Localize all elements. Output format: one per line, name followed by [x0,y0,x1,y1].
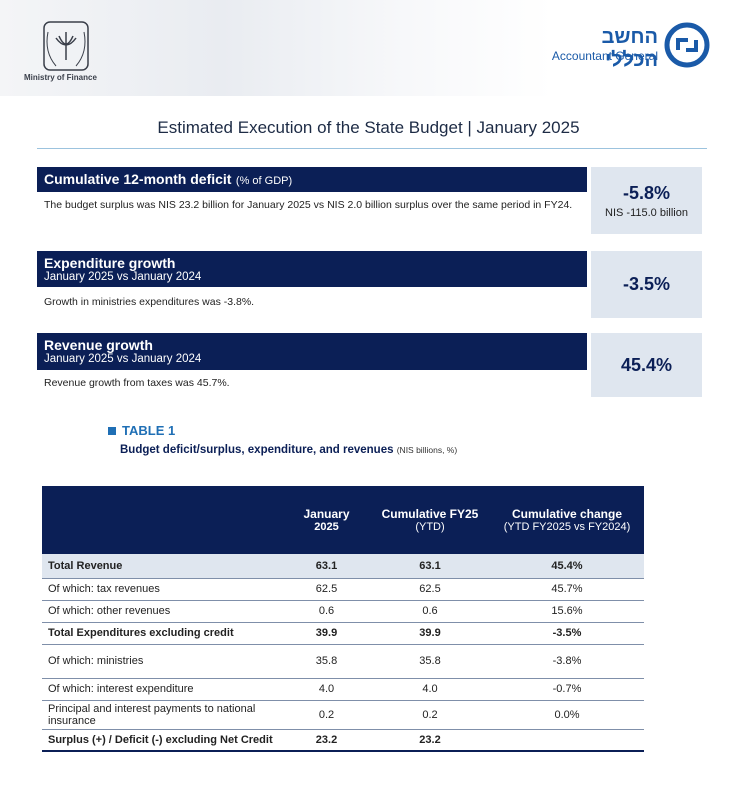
cell: -0.7% [490,678,644,701]
title-rule [37,148,707,149]
heading: Cumulative 12-month deficit [44,171,232,187]
row-label: Total Revenue [42,554,283,579]
column-line2: 2025 [314,521,339,533]
header-band [0,0,737,96]
cell: 4.0 [283,678,370,701]
table-row: Of which: tax revenues 62.5 62.5 45.7% [42,578,644,601]
label-square [108,426,116,435]
table-title: Budget deficit/surplus, expenditure, and… [120,444,394,456]
value-sub: NIS -115.0 billion [605,206,688,219]
table-row: Of which: other revenues 0.6 0.6 15.6% [42,600,644,623]
column-line2: (YTD) [415,521,445,533]
panel-text: The budget surplus was NIS 23.2 billion … [44,199,573,211]
cell: 0.6 [370,600,490,623]
value: 45.4% [620,354,673,375]
table-row: Total Revenue 63.1 63.1 45.4% [42,554,644,579]
cell: 45.4% [490,554,644,579]
cell: 62.5 [370,578,490,601]
row-label: Surplus (+) / Deficit (-) excluding Net … [42,729,283,752]
row-label: Total Expenditures excluding credit [42,622,283,645]
ag-logo [664,22,710,68]
value-box: 45.4% [591,333,702,397]
column-line2: (YTD FY2025 vs FY2024) [503,521,631,533]
budget-table: January 2025 Cumulative FY25 (YTD) Cumulativ… [42,486,644,752]
row-label: Principal and interest payments to natio… [42,700,283,730]
heading: Revenue growth [44,337,153,353]
panel-text: Revenue growth from taxes was 45.7%. [44,377,230,389]
subheading: January 2025 vs January 2024 [44,271,202,283]
column-line1: January [303,507,350,521]
cell: 35.8 [370,644,490,679]
row-label: Of which: tax revenues [42,578,283,601]
table-row: Of which: interest expenditure 4.0 4.0 -0.7… [42,678,644,701]
table-unit: (NIS billions, %) [396,445,458,455]
emblem [43,21,89,71]
table-title-row: Budget deficit/surplus, expenditure, and… [120,444,457,456]
table-row: Of which: ministries 35.8 35.8 -3.8% [42,644,644,679]
ag-english: Accountant General [551,49,658,63]
table-body: Total Revenue 63.1 63.1 45.4% Of which: tax … [42,554,644,752]
row-label: Of which: ministries [42,644,283,679]
table-label: TABLE 1 [122,423,176,438]
table-row: Principal and interest payments to natio… [42,700,644,730]
header-cell: Cumulative change (YTD FY2025 vs FY2024) [490,486,644,554]
row-label: Of which: interest expenditure [42,678,283,701]
cell: 4.0 [370,678,490,701]
header-cell: January 2025 [283,486,370,554]
panel-heading: Revenue growth January 2025 vs January 2… [37,333,587,370]
subheading: January 2025 vs January 2024 [44,353,202,365]
page-title: Estimated Execution of the State Budget … [157,118,580,137]
row-label: Of which: other revenues [42,600,283,623]
value: -3.5% [622,274,671,294]
cell: 45.7% [490,578,644,601]
cell: 39.9 [370,622,490,645]
cell [490,729,644,752]
cell: 0.2 [370,700,490,730]
value-box: -3.5% [591,251,702,318]
column-line1: Cumulative change [511,507,623,521]
cell: -3.5% [490,622,644,645]
panel-heading: Expenditure growth January 2025 vs Janua… [37,251,587,287]
cell: 23.2 [283,729,370,752]
cell: 35.8 [283,644,370,679]
panel-heading: Cumulative 12-month deficit (% of GDP) [37,167,587,192]
header-row: January 2025 Cumulative FY25 (YTD) Cumulativ… [42,486,644,554]
column-line1: Cumulative FY25 [381,507,479,521]
table-row: Surplus (+) / Deficit (-) excluding Net … [42,729,644,752]
cell: 23.2 [370,729,490,752]
cell: 0.2 [283,700,370,730]
panel-text: Growth in ministries expenditures was -3… [44,296,255,308]
cell: 0.6 [283,600,370,623]
heading: Expenditure growth [44,255,176,271]
cell: 39.9 [283,622,370,645]
table-label-row: TABLE 1 [108,423,175,438]
ministry-name: Ministry of Finance [24,73,97,82]
cell: -3.8% [490,644,644,679]
cell: 63.1 [370,554,490,579]
header-cell: Cumulative FY25 (YTD) [370,486,490,554]
heading-unit: (% of GDP) [235,175,293,187]
cell: 63.1 [283,554,370,579]
header-cell [42,486,283,554]
value: -5.8% [622,182,671,203]
cell: 0.0% [490,700,644,730]
value-box: -5.8% NIS -115.0 billion [591,167,702,234]
ag-hebrew: החשב הכללי [601,26,658,71]
cell: 15.6% [490,600,644,623]
cell: 62.5 [283,578,370,601]
table-row: Total Expenditures excluding credit 39.9 3… [42,622,644,645]
